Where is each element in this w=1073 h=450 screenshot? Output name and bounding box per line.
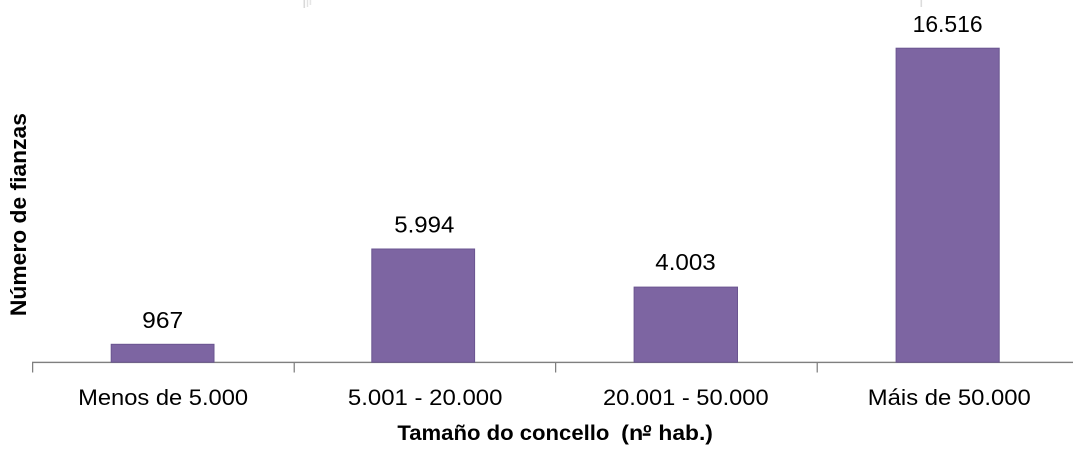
svg-text:5.001 - 20.000: 5.001 - 20.000 [348,385,503,410]
svg-text:Tamaño do concello: Tamaño do concello [397,420,609,445]
svg-text:20.001 - 50.000: 20.001 - 50.000 [603,385,769,410]
svg-text:967: 967 [142,307,183,333]
svg-text:Número de fianzas: Número de fianzas [6,113,31,316]
svg-text:(nº: (nº [621,420,652,445]
svg-text:hab.): hab.) [658,420,713,445]
svg-text:Máis de 50.000: Máis de 50.000 [868,385,1031,410]
svg-text:16.516: 16.516 [913,11,983,37]
svg-text:5.994: 5.994 [394,211,454,237]
svg-text:4.003: 4.003 [655,249,716,275]
svg-text:Menos de 5.000: Menos de 5.000 [78,385,248,410]
